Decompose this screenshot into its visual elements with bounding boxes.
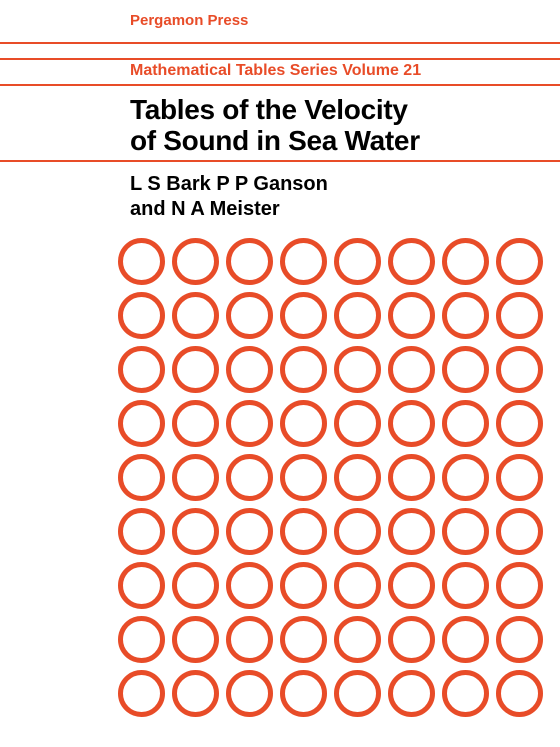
- grid-circle: [118, 292, 165, 339]
- grid-circle: [226, 346, 273, 393]
- grid-circle: [442, 670, 489, 717]
- grid-circle: [172, 292, 219, 339]
- authors-line-2: and N A Meister: [130, 197, 328, 222]
- grid-circle: [442, 562, 489, 609]
- title-line-2: of Sound in Sea Water: [130, 125, 420, 156]
- rule-3: [0, 84, 560, 86]
- grid-circle: [442, 292, 489, 339]
- grid-circle: [496, 616, 543, 663]
- grid-circle: [496, 400, 543, 447]
- grid-circle: [388, 400, 435, 447]
- rule-4: [0, 160, 560, 162]
- grid-circle: [442, 238, 489, 285]
- grid-circle: [334, 562, 381, 609]
- grid-circle: [172, 346, 219, 393]
- grid-circle: [388, 346, 435, 393]
- grid-circle: [118, 562, 165, 609]
- authors: L S Bark P P Ganson and N A Meister: [130, 172, 328, 222]
- grid-circle: [172, 238, 219, 285]
- grid-circle: [226, 400, 273, 447]
- publisher-label: Pergamon Press: [130, 12, 248, 29]
- grid-circle: [388, 616, 435, 663]
- grid-circle: [280, 508, 327, 555]
- grid-circle: [496, 346, 543, 393]
- grid-circle: [334, 454, 381, 501]
- grid-circle: [442, 454, 489, 501]
- grid-circle: [496, 562, 543, 609]
- grid-circle: [226, 670, 273, 717]
- grid-circle: [280, 346, 327, 393]
- grid-circle: [226, 238, 273, 285]
- grid-circle: [118, 670, 165, 717]
- grid-circle: [226, 292, 273, 339]
- title-line-1: Tables of the Velocity: [130, 94, 420, 125]
- grid-circle: [172, 454, 219, 501]
- grid-circle: [334, 238, 381, 285]
- grid-circle: [442, 508, 489, 555]
- grid-circle: [226, 562, 273, 609]
- grid-circle: [172, 400, 219, 447]
- grid-circle: [172, 508, 219, 555]
- grid-circle: [226, 616, 273, 663]
- rule-2: [0, 58, 560, 60]
- grid-circle: [118, 508, 165, 555]
- book-title: Tables of the Velocity of Sound in Sea W…: [130, 94, 420, 157]
- grid-circle: [118, 454, 165, 501]
- grid-circle: [334, 670, 381, 717]
- grid-circle: [280, 292, 327, 339]
- grid-circle: [280, 238, 327, 285]
- grid-circle: [496, 238, 543, 285]
- grid-circle: [334, 292, 381, 339]
- grid-circle: [280, 400, 327, 447]
- grid-circle: [280, 670, 327, 717]
- grid-circle: [118, 238, 165, 285]
- grid-circle: [226, 454, 273, 501]
- grid-circle: [334, 616, 381, 663]
- grid-circle: [388, 670, 435, 717]
- grid-circle: [388, 292, 435, 339]
- grid-circle: [280, 454, 327, 501]
- grid-circle: [388, 562, 435, 609]
- grid-circle: [118, 400, 165, 447]
- grid-circle: [442, 400, 489, 447]
- grid-circle: [496, 670, 543, 717]
- grid-circle: [334, 508, 381, 555]
- grid-circle: [496, 292, 543, 339]
- grid-circle: [172, 562, 219, 609]
- grid-circle: [496, 508, 543, 555]
- grid-circle: [172, 670, 219, 717]
- authors-line-1: L S Bark P P Ganson: [130, 172, 328, 197]
- grid-circle: [442, 616, 489, 663]
- grid-circle: [388, 454, 435, 501]
- grid-circle: [334, 346, 381, 393]
- grid-circle: [496, 454, 543, 501]
- circle-grid: [118, 238, 543, 717]
- grid-circle: [118, 616, 165, 663]
- grid-circle: [226, 508, 273, 555]
- grid-circle: [118, 346, 165, 393]
- grid-circle: [388, 238, 435, 285]
- rule-1: [0, 42, 560, 44]
- grid-circle: [172, 616, 219, 663]
- grid-circle: [280, 616, 327, 663]
- grid-circle: [280, 562, 327, 609]
- series-label: Mathematical Tables Series Volume 21: [130, 62, 421, 80]
- grid-circle: [442, 346, 489, 393]
- grid-circle: [334, 400, 381, 447]
- grid-circle: [388, 508, 435, 555]
